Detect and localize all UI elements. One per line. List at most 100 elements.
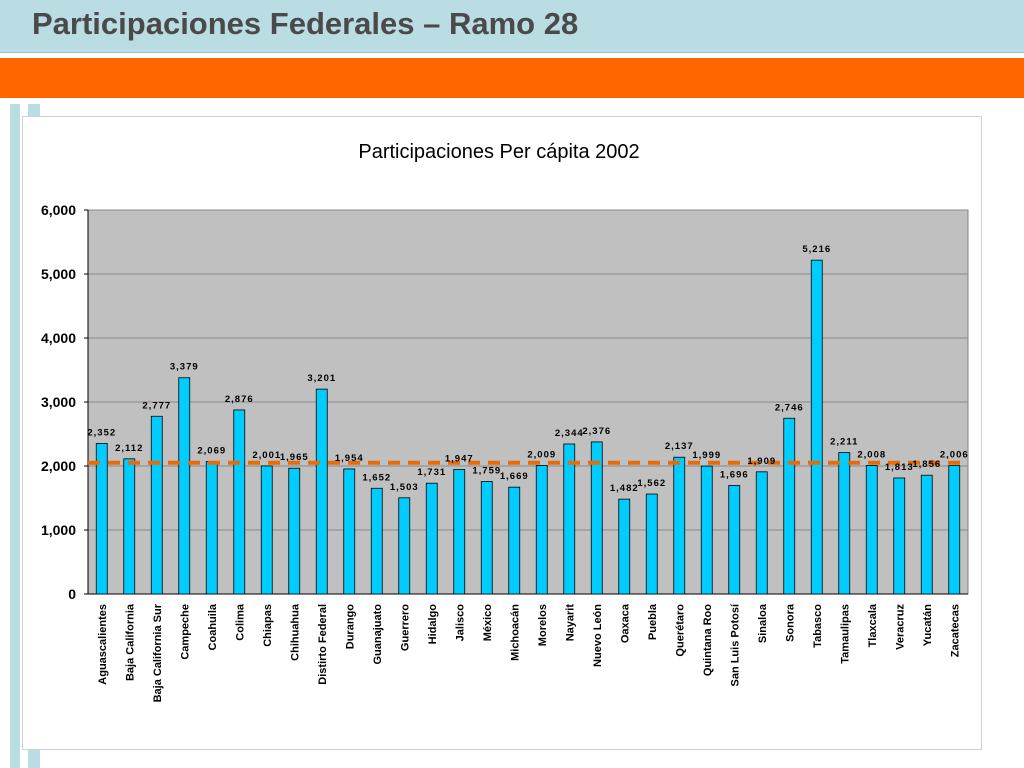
- data-label: 1,954: [335, 453, 364, 464]
- bar: [673, 456, 686, 595]
- data-label: 2,008: [857, 449, 886, 460]
- x-tick-label: Tamaulipas: [839, 604, 851, 664]
- y-tick-label: 3,000: [41, 394, 76, 410]
- y-tick-label: 2,000: [41, 458, 76, 474]
- y-axis-ticks: 0 1,000 2,000 3,000 4,000 5,000 6,000: [41, 202, 968, 602]
- orange-band: [0, 58, 1024, 98]
- data-label: 2,001: [252, 450, 281, 461]
- bar: [838, 452, 851, 595]
- bar: [343, 468, 356, 595]
- data-label: 2,344: [555, 428, 584, 439]
- bar: [205, 461, 218, 595]
- x-tick-label: Sinaloa: [757, 603, 769, 643]
- x-tick-label: Tabasco: [812, 604, 824, 648]
- x-tick-label: Baja California: [124, 603, 136, 681]
- data-label: 1,696: [720, 469, 749, 480]
- x-tick-label: Jalisco: [454, 604, 466, 642]
- bar: [618, 498, 631, 595]
- bar: [480, 481, 493, 595]
- data-label: 1,909: [747, 456, 776, 467]
- x-axis-labels: Aguascalientes Baja California Baja Califo…: [97, 603, 962, 702]
- x-tick-label: Tlaxcala: [867, 603, 879, 647]
- bar: [233, 409, 246, 595]
- data-label: 2,777: [142, 400, 171, 411]
- x-tick-label: Coahuila: [207, 603, 219, 650]
- slide-title: Participaciones Federales – Ramo 28: [32, 6, 579, 41]
- data-label: 3,379: [170, 362, 199, 373]
- bar: [453, 468, 466, 595]
- data-label: 1,813: [885, 462, 914, 473]
- data-label: 2,112: [115, 443, 143, 454]
- data-label: 1,503: [390, 482, 419, 493]
- bar: [508, 486, 521, 595]
- data-label: 1,731: [417, 467, 446, 478]
- x-tick-label: México: [482, 604, 494, 642]
- bar: [288, 467, 301, 595]
- x-tick-label: Quintana Roo: [702, 604, 714, 676]
- bars: [95, 259, 961, 595]
- bar: [398, 497, 411, 595]
- data-label: 1,965: [280, 452, 309, 463]
- data-label: 3,201: [307, 373, 336, 384]
- data-label: 1,562: [637, 478, 666, 489]
- bar: [315, 388, 328, 595]
- data-label: 2,746: [775, 402, 804, 413]
- x-tick-label: Veracruz: [894, 604, 906, 650]
- data-label: 2,376: [582, 426, 611, 437]
- value-labels: 2,352 2,112 2,777 3,379 2,069 2,876 2,0011,965…: [87, 244, 969, 494]
- bar: [425, 482, 438, 595]
- x-tick-label: Guerrero: [399, 604, 411, 651]
- bar: [893, 477, 906, 595]
- x-tick-label: Oaxaca: [619, 603, 631, 643]
- bar: [260, 465, 273, 595]
- x-tick-label: Distirto Federal: [317, 604, 329, 685]
- bar: [178, 377, 191, 595]
- y-tick-label: 0: [68, 586, 76, 602]
- data-label: 2,009: [527, 449, 556, 460]
- data-label: 1,652: [362, 472, 391, 483]
- y-tick-label: 6,000: [41, 202, 76, 218]
- x-tick-label: Guanajuato: [372, 604, 384, 665]
- data-label: 1,669: [500, 471, 529, 482]
- data-label: 1,999: [692, 450, 721, 461]
- data-label: 2,069: [197, 446, 226, 457]
- bar: [920, 474, 933, 595]
- data-label: 1,482: [610, 483, 639, 494]
- bar: [370, 487, 383, 595]
- y-tick-label: 1,000: [41, 522, 76, 538]
- x-tick-label: Hidalgo: [427, 604, 439, 645]
- x-tick-label: Chihuahua: [289, 603, 301, 661]
- bar: [700, 465, 713, 595]
- x-tick-label: Yucatán: [922, 604, 934, 646]
- x-tick-label: Querétaro: [674, 604, 686, 657]
- x-tick-label: Sonora: [784, 603, 796, 642]
- x-tick-label: Chiapas: [262, 604, 274, 647]
- bar: [645, 493, 658, 595]
- x-tick-label: Campeche: [179, 604, 191, 660]
- data-label: 2,006: [940, 450, 969, 461]
- data-label: 2,211: [830, 436, 858, 447]
- bar-chart: Participaciones Per cápita 2002 0 1,000 2,…: [41, 141, 969, 702]
- side-decoration-left: [10, 104, 20, 768]
- x-tick-label: Nayarit: [564, 604, 576, 642]
- data-label: 1,947: [445, 453, 474, 464]
- y-tick-label: 5,000: [41, 266, 76, 282]
- chart-panel: Participaciones Per cápita 2002 0 1,000 2,…: [22, 116, 982, 750]
- data-label: 2,137: [665, 441, 694, 452]
- bar: [123, 458, 136, 595]
- x-tick-label: Morelos: [537, 604, 549, 646]
- data-label: 1,759: [472, 465, 501, 476]
- x-tick-label: Baja California Sur: [152, 603, 164, 702]
- bar: [728, 485, 741, 595]
- data-label: 5,216: [802, 244, 831, 255]
- y-tick-label: 4,000: [41, 330, 76, 346]
- bar: [810, 259, 823, 595]
- bar: [783, 417, 796, 595]
- chart-title: Participaciones Per cápita 2002: [358, 141, 639, 163]
- bar: [563, 443, 576, 595]
- x-tick-label: Colima: [234, 603, 246, 641]
- data-label: 2,352: [87, 427, 116, 438]
- bar: [590, 441, 603, 595]
- bar: [150, 415, 163, 595]
- x-tick-label: San Luis Potosí: [729, 603, 741, 686]
